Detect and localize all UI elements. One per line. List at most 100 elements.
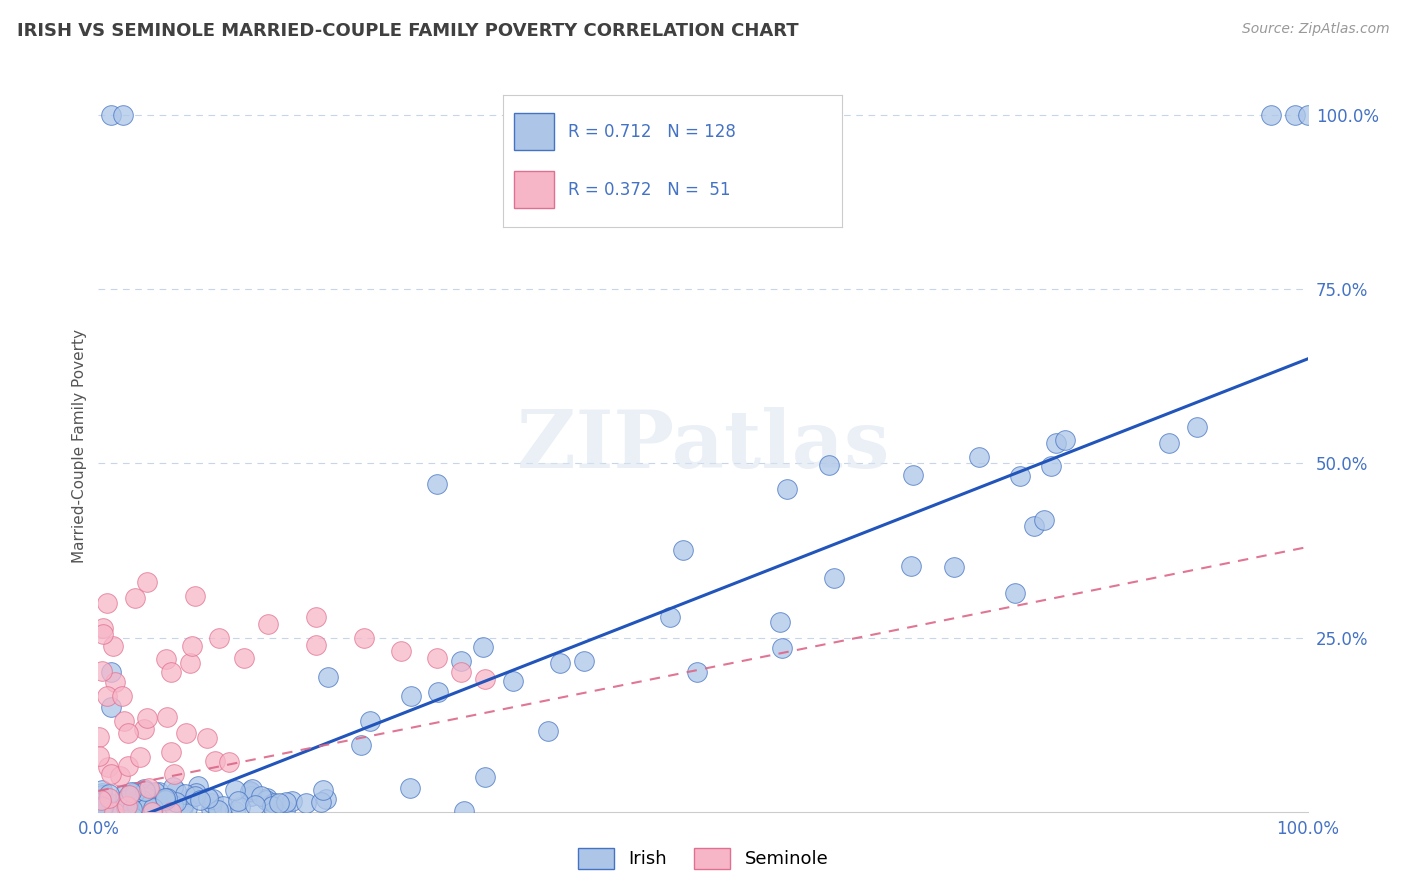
- Point: [157, 798, 180, 813]
- Point: [686, 665, 709, 679]
- Point: [426, 651, 449, 665]
- Point: [1260, 108, 1282, 122]
- Point: [1022, 518, 1045, 533]
- Point: [350, 738, 373, 752]
- Point: [98, 791, 121, 805]
- Point: [104, 675, 127, 690]
- Point: [125, 794, 148, 808]
- Point: [141, 805, 163, 819]
- Point: [201, 797, 224, 811]
- Point: [184, 789, 207, 804]
- Point: [1185, 419, 1208, 434]
- Point: [115, 798, 138, 813]
- Point: [239, 785, 262, 799]
- Text: ZIPatlas: ZIPatlas: [517, 407, 889, 485]
- Point: [226, 794, 249, 808]
- Point: [103, 797, 125, 811]
- Point: [502, 674, 524, 689]
- Point: [91, 800, 114, 814]
- Point: [103, 805, 125, 819]
- Point: [453, 804, 475, 818]
- Point: [172, 797, 194, 812]
- Point: [195, 731, 218, 745]
- Point: [118, 788, 141, 802]
- Point: [1284, 108, 1306, 122]
- Point: [156, 709, 179, 723]
- Point: [90, 786, 112, 800]
- Point: [186, 786, 208, 800]
- Point: [204, 754, 226, 768]
- Point: [138, 789, 160, 803]
- Point: [232, 651, 254, 665]
- Point: [450, 654, 472, 668]
- Point: [93, 797, 115, 812]
- Point: [471, 640, 494, 655]
- Point: [135, 789, 157, 804]
- Point: [211, 799, 233, 814]
- Point: [188, 793, 211, 807]
- Point: [776, 482, 799, 496]
- Point: [121, 802, 143, 816]
- Point: [224, 804, 246, 818]
- Point: [274, 795, 297, 809]
- Point: [89, 748, 111, 763]
- Point: [165, 795, 187, 809]
- Point: [769, 615, 792, 629]
- Point: [176, 725, 198, 739]
- Point: [100, 767, 122, 781]
- Point: [548, 656, 571, 670]
- Point: [295, 797, 318, 811]
- Point: [197, 791, 219, 805]
- Point: [359, 714, 381, 728]
- Point: [120, 785, 142, 799]
- Point: [162, 780, 184, 794]
- Point: [125, 786, 148, 800]
- Point: [90, 795, 112, 809]
- Point: [281, 794, 304, 808]
- Point: [111, 108, 134, 122]
- Point: [143, 785, 166, 799]
- Point: [124, 797, 146, 812]
- Point: [672, 542, 695, 557]
- Point: [134, 787, 156, 801]
- Point: [155, 652, 177, 666]
- Point: [243, 797, 266, 812]
- Point: [124, 591, 146, 605]
- Point: [181, 639, 204, 653]
- Point: [134, 790, 156, 805]
- Point: [110, 769, 132, 783]
- Point: [242, 781, 264, 796]
- Point: [90, 788, 112, 802]
- Point: [305, 609, 328, 624]
- Point: [315, 792, 337, 806]
- Point: [118, 798, 141, 813]
- Point: [218, 756, 240, 770]
- Point: [117, 726, 139, 740]
- Point: [174, 788, 197, 802]
- Point: [474, 770, 496, 784]
- Point: [224, 783, 246, 797]
- Point: [103, 805, 125, 819]
- Point: [263, 796, 285, 810]
- Point: [96, 597, 118, 611]
- Point: [239, 789, 262, 803]
- Point: [399, 689, 422, 703]
- Point: [353, 631, 375, 645]
- Point: [114, 787, 136, 801]
- Point: [97, 760, 120, 774]
- Point: [200, 802, 222, 816]
- Point: [179, 657, 201, 671]
- Point: [967, 450, 990, 464]
- Point: [238, 784, 260, 798]
- Point: [91, 798, 114, 813]
- Point: [110, 689, 132, 703]
- Point: [87, 730, 110, 744]
- Point: [389, 644, 412, 658]
- Point: [256, 616, 278, 631]
- Point: [399, 781, 422, 796]
- Point: [165, 784, 187, 798]
- Point: [160, 665, 183, 680]
- Point: [274, 804, 297, 818]
- Point: [1008, 468, 1031, 483]
- Point: [260, 797, 283, 812]
